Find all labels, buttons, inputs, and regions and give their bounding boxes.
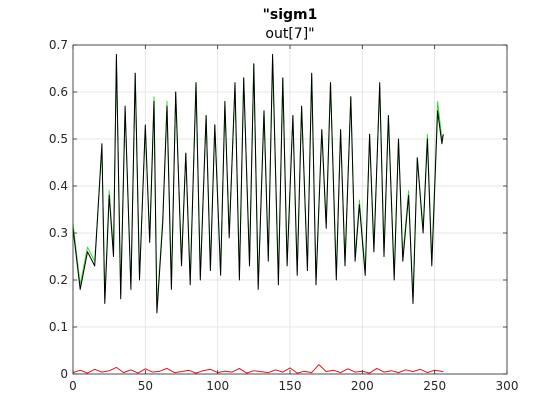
x-tick-label: 200 (351, 379, 374, 393)
x-tick-label: 150 (279, 379, 302, 393)
x-tick-label: 250 (423, 379, 446, 393)
x-tick-label: 0 (69, 379, 77, 393)
y-tick-label: 0.6 (49, 85, 68, 99)
axis-ticks: 0 50 100 150 200 250 300 0 0.1 0.2 0.3 0.4 0.5 0.6 0.7 (49, 38, 519, 393)
series-line-red (72, 364, 444, 374)
y-tick-label: 0.5 (49, 132, 68, 146)
x-tick-label: 100 (206, 379, 229, 393)
y-tick-label: 0.7 (49, 38, 68, 52)
y-tick-label: 0.2 (49, 273, 68, 287)
series-line-black (72, 53, 444, 314)
y-tick-label: 0 (60, 367, 68, 381)
chart-title-line1: "sigm1 (263, 7, 318, 23)
chart-title-line2: out[7]" (265, 26, 314, 42)
series-group (72, 53, 444, 374)
y-tick-label: 0.4 (49, 179, 68, 193)
x-tick-label: 300 (496, 379, 519, 393)
y-tick-label: 0.3 (49, 226, 68, 240)
x-tick-label: 50 (138, 379, 153, 393)
y-tick-label: 0.1 (49, 320, 68, 334)
